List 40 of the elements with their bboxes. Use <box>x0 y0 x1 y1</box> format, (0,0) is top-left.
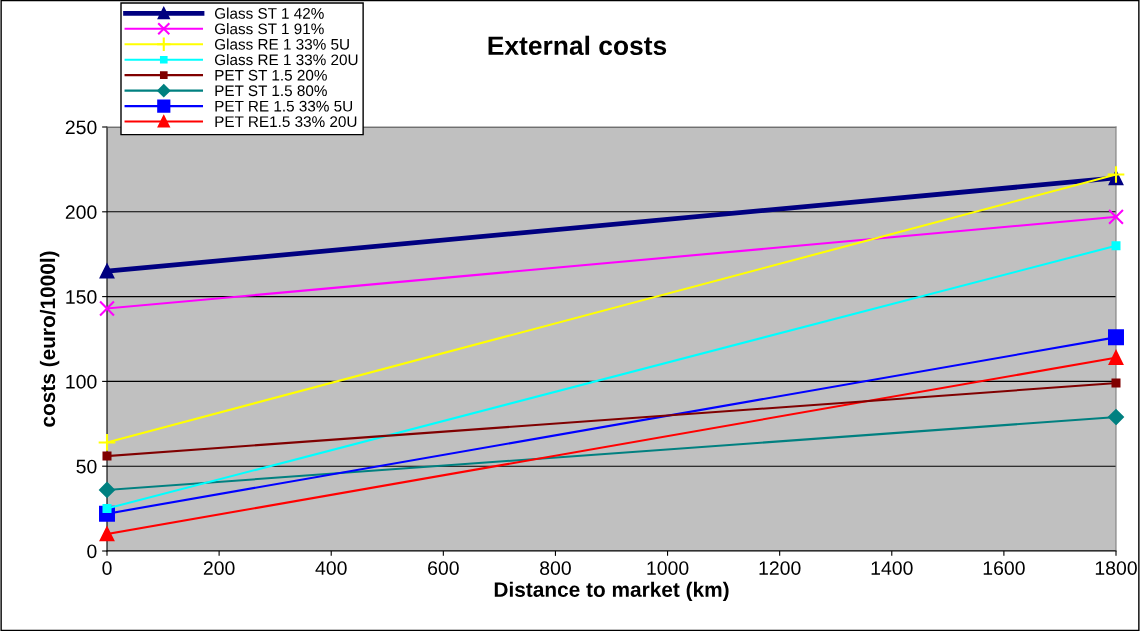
point <box>102 451 112 461</box>
legend-label: PET ST 1.5 20% <box>215 69 327 81</box>
x-tick-label: 1800 <box>1095 561 1137 575</box>
point <box>1111 241 1121 251</box>
x-tick-label: 200 <box>203 561 235 575</box>
point <box>1108 208 1124 225</box>
point <box>1108 350 1124 365</box>
legend-label: PET ST 1.5 80% <box>215 85 327 97</box>
y-tick-label: 50 <box>76 459 97 474</box>
chart-title: External costs <box>488 35 667 56</box>
x-axis-title: Distance to market (km) <box>494 581 729 602</box>
point <box>1108 409 1124 425</box>
legend-label: Glass RE 1 33% 5U <box>214 38 349 50</box>
y-tick-label: 0 <box>87 544 97 559</box>
point <box>1111 378 1121 388</box>
y-tick-label: 200 <box>65 205 97 220</box>
y-tick-label: 250 <box>65 120 97 135</box>
legend-label: Glass ST 1 42% <box>214 7 324 19</box>
legend-label: PET RE1.5 33% 20U <box>215 116 357 128</box>
x-tick-label: 1200 <box>759 561 801 575</box>
point <box>99 526 115 542</box>
y-tick-label: 100 <box>66 374 97 389</box>
legend-label: Glass ST 1 91% <box>214 23 324 35</box>
legend-label: Glass RE 1 33% 20U <box>214 53 358 66</box>
x-tick-label: 800 <box>540 561 571 575</box>
point <box>97 433 117 452</box>
point <box>1108 329 1124 346</box>
point <box>99 300 115 317</box>
legend-label: PET RE 1.5 33% 5U <box>215 100 353 112</box>
point <box>99 482 115 498</box>
y-axis-title: costs (euro/1000l) <box>39 251 60 427</box>
x-tick-label: 1000 <box>647 561 689 575</box>
x-tick-label: 1400 <box>871 561 913 575</box>
y-tick-label: 150 <box>66 290 97 304</box>
point <box>99 263 115 279</box>
x-tick-label: 1600 <box>983 561 1025 575</box>
point <box>1106 165 1126 184</box>
x-tick-label: 0 <box>102 561 112 575</box>
x-tick-label: 400 <box>315 561 347 575</box>
x-tick-label: 600 <box>428 561 459 575</box>
